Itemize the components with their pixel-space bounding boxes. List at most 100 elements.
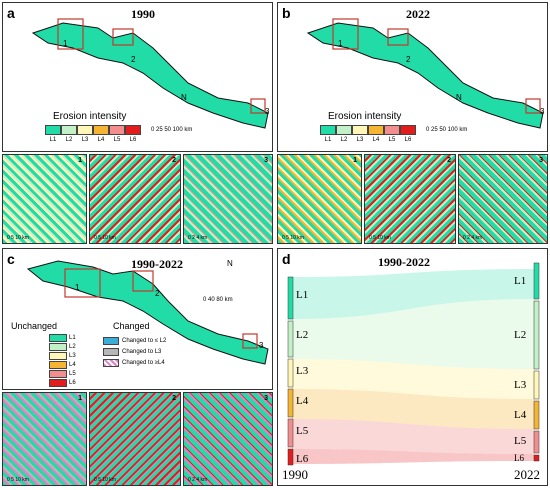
panel-a: a 1990 1 2 3 N Erosion intensity L1 L2 L…	[2, 2, 273, 152]
inset-number: 1	[353, 157, 357, 164]
inset-a-3: 3 0 2 4 km	[183, 154, 273, 244]
map-label-2: 2	[155, 289, 160, 298]
inset-number: 3	[264, 157, 268, 164]
inset-number: 3	[539, 157, 543, 164]
inset-scale: 0 5 10 km	[369, 235, 391, 241]
inset-number: 1	[78, 395, 82, 402]
legend-title: Erosion intensity	[328, 111, 402, 122]
legend-swatches	[320, 125, 416, 135]
year-label: 1990	[131, 7, 155, 21]
left-node-label: L1	[296, 289, 309, 301]
changed-legend: Changed to ≤ L2 Changed to L3 Changed to…	[103, 335, 166, 368]
inset-scale: 0 5 10 km	[282, 235, 304, 241]
panel-b: b 2022 1 2 3 N Erosion intensity L1 L2 L…	[277, 2, 548, 152]
right-node-label: L6	[514, 453, 524, 463]
inset-scale: 0 2 4 km	[463, 235, 483, 241]
legend-label: L5	[388, 137, 396, 143]
left-year: 1990	[282, 467, 308, 482]
map-label-2: 2	[406, 55, 411, 64]
inset-scale: 0 2 4 km	[188, 235, 208, 241]
unchanged-title: Unchanged	[11, 321, 58, 331]
legend-label: L1	[324, 137, 332, 143]
map-label-2: 2	[131, 55, 136, 64]
legend-label: Changed to ≤ L2	[122, 337, 167, 344]
legend-label: L5	[69, 370, 76, 377]
right-year: 2022	[514, 467, 540, 482]
legend-label: L3	[356, 137, 364, 143]
map-label-3: 3	[540, 107, 545, 116]
inset-b-3: 3 0 2 4 km	[458, 154, 548, 244]
left-node-label: L3	[296, 365, 309, 377]
right-node-label: L1	[514, 275, 527, 287]
panel-label: c	[7, 251, 15, 267]
inset-b-2: 2 0 5 10 km	[364, 154, 456, 244]
legend-label: L3	[69, 352, 76, 359]
change-map	[26, 260, 269, 365]
map-label-1: 1	[338, 39, 343, 48]
erosion-map	[31, 18, 269, 129]
inset-scale: 0 5 10 km	[94, 235, 116, 241]
legend-label: L6	[129, 137, 137, 143]
legend-label: L4	[97, 137, 105, 143]
erosion-map	[306, 18, 544, 129]
right-node-label: L4	[514, 409, 527, 421]
legend-label: L1	[69, 334, 76, 341]
changed-title: Changed	[113, 321, 150, 331]
inset-c-2: 2 0 5 10 km	[89, 392, 181, 486]
inset-number: 3	[264, 395, 268, 402]
inset-number: 1	[78, 157, 82, 164]
inset-scale: 0 5 10 km	[7, 235, 29, 241]
inset-number: 2	[447, 157, 451, 164]
right-node-label: L2	[514, 329, 527, 341]
flow-title: 1990-2022	[378, 255, 430, 269]
transition-flow	[287, 262, 540, 466]
map-label-3: 3	[265, 107, 270, 116]
legend-label: Changed to L3	[122, 348, 162, 355]
inset-b-1: 1 0 5 10 km	[277, 154, 362, 244]
year-label: 2022	[406, 7, 430, 21]
year-label: 1990-2022	[131, 257, 183, 271]
inset-scale: 0 5 10 km	[94, 477, 116, 483]
left-node-label: L5	[296, 425, 309, 437]
panel-d: d 1990-2022 L1 L2 L3 L4 L5 L6 L1 L2 L3 L…	[277, 248, 548, 486]
legend-label: L4	[69, 361, 76, 368]
scale-bar: 0 40 80 km	[203, 297, 233, 303]
legend-label: L4	[372, 137, 380, 143]
legend-swatches	[45, 125, 141, 135]
scale-bar: 0 25 50 100 km	[151, 127, 193, 133]
inset-scale: 0 2 4 km	[188, 477, 208, 483]
panel-label: d	[282, 251, 291, 267]
legend-label: L1	[49, 137, 57, 143]
left-node-label: L6	[296, 453, 309, 465]
north-arrow-icon: N	[456, 93, 462, 102]
inset-c-1: 1 0 5 10 km	[2, 392, 87, 486]
legend-label: L3	[81, 137, 89, 143]
right-node-label: L5	[514, 435, 527, 447]
map-label-3: 3	[259, 341, 264, 350]
inset-number: 2	[172, 157, 176, 164]
panel-label: a	[7, 5, 15, 21]
north-arrow-icon: N	[227, 259, 233, 268]
inset-number: 2	[172, 395, 176, 402]
legend-label: L2	[340, 137, 348, 143]
legend-label: L5	[113, 137, 121, 143]
inset-c-3: 3 0 2 4 km	[183, 392, 273, 486]
panel-label: b	[282, 5, 291, 21]
scale-bar: 0 25 50 100 km	[426, 127, 468, 133]
map-label-1: 1	[75, 283, 80, 292]
unchanged-legend: L1 L2 L3 L4 L5 L6	[49, 333, 76, 387]
inset-a-2: 2 0 5 10 km	[89, 154, 181, 244]
panel-c: c 1990-2022 1 2 3 N 0 40 80 km Unchanged…	[2, 248, 273, 390]
north-arrow-icon: N	[181, 93, 187, 102]
map-label-1: 1	[63, 39, 68, 48]
inset-a-1: 1 0 5 10 km	[2, 154, 87, 244]
left-node-label: L2	[296, 329, 309, 341]
legend-label: L6	[404, 137, 412, 143]
inset-scale: 0 5 10 km	[7, 477, 29, 483]
legend-title: Erosion intensity	[53, 111, 127, 122]
legend-label: L2	[65, 137, 73, 143]
right-node-label: L3	[514, 379, 527, 391]
left-node-label: L4	[296, 395, 309, 407]
legend-label: L2	[69, 343, 76, 350]
legend-label: Changed to ≥L4	[122, 359, 165, 366]
